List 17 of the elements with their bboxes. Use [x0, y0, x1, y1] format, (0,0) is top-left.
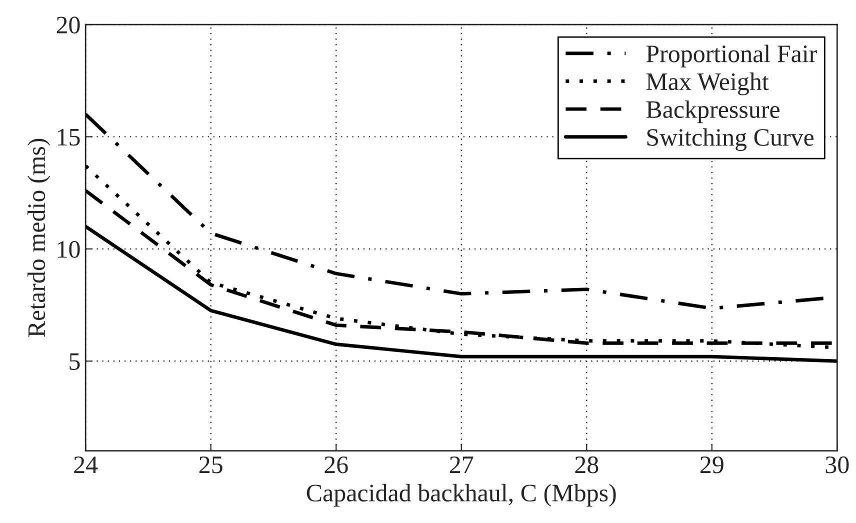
- y-tick-label: 15: [58, 128, 80, 146]
- y-tick-label: 5: [70, 353, 80, 370]
- x-tick-label: 26: [324, 456, 348, 474]
- x-tick-label: 30: [826, 456, 849, 474]
- legend-label: Switching Curve: [647, 128, 814, 152]
- x-tick-label: 28: [575, 456, 598, 474]
- legend-label: Max Weight: [646, 72, 769, 96]
- legend-label: Backpressure: [646, 100, 780, 124]
- y-tick-label: 20: [56, 16, 80, 34]
- x-tick-label: 27: [450, 456, 474, 474]
- legend-label: Proportional Fair: [646, 44, 817, 68]
- x-tick-label: 25: [199, 456, 222, 474]
- x-axis-title: Capacidad backhaul, C (Mbps): [306, 484, 616, 507]
- x-tick-label: 29: [700, 456, 724, 474]
- y-axis-title: Retardo medio (ms): [28, 138, 50, 337]
- x-tick-label: 24: [74, 456, 98, 474]
- y-tick-label: 10: [58, 240, 80, 258]
